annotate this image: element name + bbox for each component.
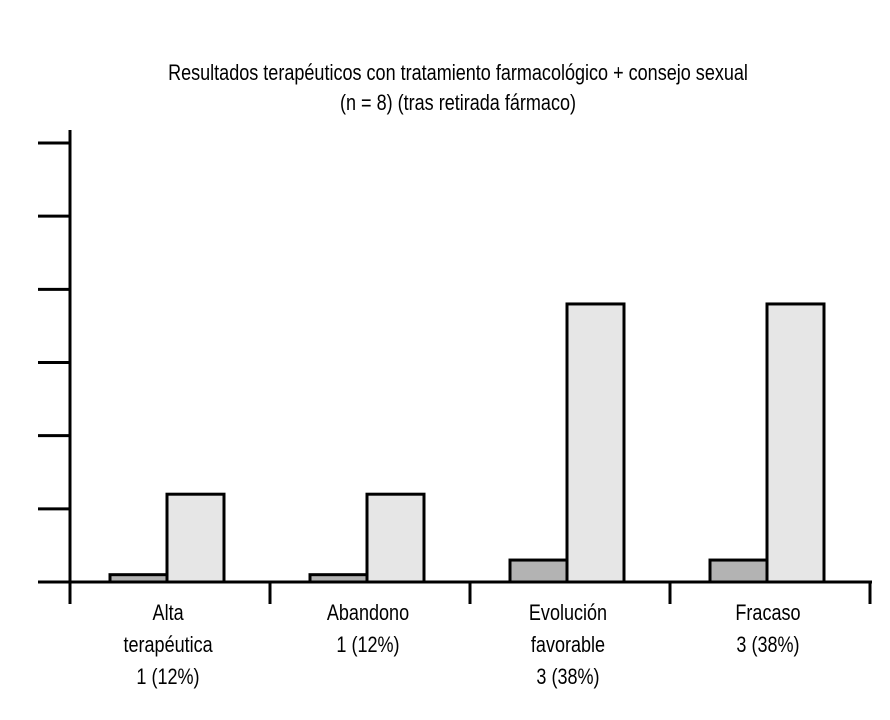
category-label: terapéutica: [123, 633, 213, 657]
chart-title-line: Resultados terapéuticos con tratamiento …: [168, 61, 748, 85]
category-label: Evolución: [529, 601, 607, 625]
category-labels: Alta terapéutica 1 (12%) Abandono 1 (12%) Evo…: [123, 601, 800, 689]
chart-title: Resultados terapéuticos con tratamiento …: [168, 61, 748, 115]
category-label: 1 (12%): [336, 633, 399, 657]
bar-series1: [508, 558, 569, 584]
category-label: favorable: [531, 633, 605, 657]
bar-series2: [565, 302, 626, 584]
bar-series2: [165, 492, 226, 584]
bar-series1: [308, 573, 369, 584]
category-label: Alta: [153, 601, 185, 625]
bar-series1: [708, 558, 769, 584]
category-label: 1 (12%): [136, 665, 199, 689]
category-label: Abandono: [327, 601, 409, 625]
category-label: 3 (38%): [736, 633, 799, 657]
category-label: Fracaso: [735, 601, 800, 625]
category-label: 3 (38%): [536, 665, 599, 689]
bar-series2: [365, 492, 426, 584]
chart-title-line: (n = 8) (tras retirada fármaco): [340, 91, 576, 115]
bar-series2: [765, 302, 826, 584]
bars: [108, 302, 826, 584]
axes: [38, 130, 872, 604]
bar-series1: [108, 573, 169, 584]
